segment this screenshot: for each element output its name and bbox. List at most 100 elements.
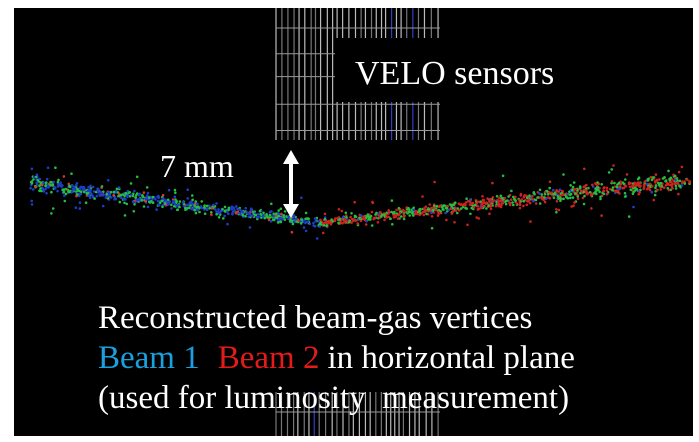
vertex-dot bbox=[611, 180, 614, 183]
vertex-dot bbox=[659, 188, 662, 191]
vertex-dot bbox=[629, 186, 632, 189]
vertex-dot bbox=[262, 214, 265, 217]
vertex-dot bbox=[642, 188, 645, 191]
vertex-dot bbox=[39, 178, 42, 181]
vertex-dot bbox=[314, 225, 317, 228]
vertex-dot bbox=[32, 178, 35, 181]
vertex-dot bbox=[526, 200, 529, 203]
vertex-dot bbox=[353, 201, 356, 204]
vertex-dot bbox=[555, 208, 558, 211]
vertex-dot bbox=[532, 200, 535, 203]
vertex-dot bbox=[223, 215, 226, 218]
vertex-dot bbox=[436, 205, 439, 208]
vertex-dot bbox=[394, 215, 397, 218]
vertex-dot bbox=[435, 209, 438, 212]
vertex-dot bbox=[222, 217, 225, 220]
vertex-dot bbox=[510, 190, 513, 193]
vertex-dot bbox=[445, 219, 448, 222]
vertex-dot bbox=[593, 192, 596, 195]
vertex-dot bbox=[539, 189, 542, 192]
vertex-dot bbox=[612, 186, 615, 189]
vertex-dot bbox=[529, 202, 532, 205]
vertex-dot bbox=[360, 214, 363, 217]
vertex-dot bbox=[177, 208, 180, 211]
vertex-dot bbox=[135, 194, 138, 197]
vertex-dot bbox=[184, 207, 187, 210]
vertex-dot bbox=[387, 209, 390, 212]
vertex-dot bbox=[133, 203, 136, 206]
vertex-dot bbox=[520, 193, 523, 196]
vertex-dot bbox=[155, 208, 158, 211]
vertex-dot bbox=[529, 220, 532, 223]
vertex-dot bbox=[148, 196, 151, 199]
vertex-dot bbox=[252, 215, 255, 218]
vertex-dot bbox=[235, 205, 238, 208]
vertex-dot bbox=[32, 188, 35, 191]
vertex-dot bbox=[430, 211, 433, 214]
vertex-dot bbox=[449, 203, 452, 206]
vertex-dot bbox=[197, 208, 200, 211]
vertex-dot bbox=[249, 226, 252, 229]
vertex-dot bbox=[548, 187, 551, 190]
vertex-dot bbox=[292, 223, 295, 226]
vertex-dot bbox=[585, 187, 588, 190]
vertex-dot bbox=[89, 189, 92, 192]
vertex-dot bbox=[219, 211, 222, 214]
vertex-dot bbox=[367, 218, 370, 221]
vertex-dot bbox=[663, 176, 666, 179]
vertex-dot bbox=[590, 194, 593, 197]
vertex-dot bbox=[179, 200, 182, 203]
vertex-dot bbox=[210, 213, 213, 216]
vertex-dot bbox=[367, 215, 370, 218]
vertex-dot bbox=[97, 190, 100, 193]
vertex-dot bbox=[132, 200, 135, 203]
vertex-dot bbox=[370, 215, 373, 218]
vertex-dot bbox=[244, 215, 247, 218]
vertex-dot bbox=[206, 208, 209, 211]
vertex-dot bbox=[677, 193, 680, 196]
vertex-dot bbox=[178, 206, 181, 209]
vertex-dot bbox=[631, 185, 634, 188]
vertex-dot bbox=[572, 196, 575, 199]
vertex-dot bbox=[621, 187, 624, 190]
vertex-dot bbox=[186, 204, 189, 207]
vertex-dot bbox=[41, 184, 44, 187]
vertex-dot bbox=[270, 203, 273, 206]
vertex-dot bbox=[669, 179, 672, 182]
vertex-dot bbox=[572, 204, 575, 207]
vertex-dot bbox=[168, 201, 171, 204]
vertex-dot bbox=[193, 209, 196, 212]
vertex-dot bbox=[521, 198, 524, 201]
vertex-dot bbox=[549, 180, 552, 183]
vertex-dot bbox=[68, 185, 71, 188]
vertex-dot bbox=[303, 226, 306, 229]
vertex-dot bbox=[331, 220, 334, 223]
vertex-dot bbox=[552, 193, 555, 196]
vertex-dot bbox=[377, 213, 380, 216]
vertex-dot bbox=[569, 197, 572, 200]
vertex-dot bbox=[47, 167, 50, 170]
vertex-dot bbox=[108, 193, 111, 196]
vertex-dot bbox=[337, 222, 340, 225]
vertex-dot bbox=[514, 199, 517, 202]
vertex-dot bbox=[334, 220, 337, 223]
vertex-dot bbox=[688, 181, 691, 184]
vertex-dot bbox=[132, 195, 135, 198]
vertex-dot bbox=[50, 212, 53, 215]
vertex-dot bbox=[624, 178, 627, 181]
vertex-dot bbox=[389, 217, 392, 220]
vertex-dot bbox=[462, 204, 465, 207]
vertex-dot bbox=[595, 183, 598, 186]
vertex-dot bbox=[403, 218, 406, 221]
vertex-dot bbox=[76, 188, 79, 191]
vertex-dot bbox=[59, 181, 62, 184]
caption-line: Beam 1Beam 2in horizontal plane bbox=[98, 340, 575, 376]
vertex-dot bbox=[553, 197, 556, 200]
vertex-dot bbox=[326, 221, 329, 224]
vertex-dot bbox=[531, 195, 534, 198]
vertex-dot bbox=[686, 178, 689, 181]
vertex-dot bbox=[665, 179, 668, 182]
vertex-dot bbox=[64, 188, 67, 191]
vertex-dot bbox=[270, 210, 273, 213]
vertex-dot bbox=[661, 185, 664, 188]
